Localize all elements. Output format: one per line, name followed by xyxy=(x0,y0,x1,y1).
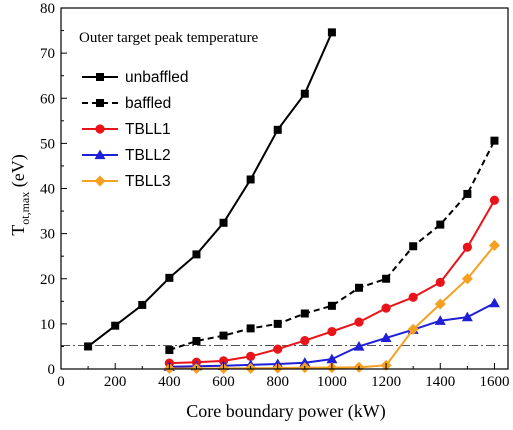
data-point-baffled xyxy=(246,324,255,333)
data-point-baffled xyxy=(463,189,472,198)
x-tick-label: 600 xyxy=(212,374,235,390)
data-point-baffled xyxy=(273,319,282,328)
y-tick-label: 80 xyxy=(40,1,55,17)
chart-marks xyxy=(61,28,508,375)
legend-marker xyxy=(95,124,105,134)
annotation-text: Outer target peak temperature xyxy=(79,30,259,46)
data-point-TBLL1 xyxy=(435,277,445,287)
legend-label: unbaffled xyxy=(125,69,189,86)
data-point-TBLL1 xyxy=(354,317,364,327)
data-point-TBLL1 xyxy=(408,292,418,302)
data-point-unbaffled xyxy=(327,28,336,37)
legend-item-TBLL3: TBLL3 xyxy=(82,173,171,190)
x-tick-label: 400 xyxy=(158,374,181,390)
series-line-unbaffled xyxy=(87,31,333,348)
data-point-baffled xyxy=(165,346,174,355)
x-tick-label: 1400 xyxy=(425,374,455,390)
x-axis-title: Core boundary power (kW) xyxy=(186,401,385,422)
data-point-TBLL3 xyxy=(407,323,419,335)
data-point-baffled xyxy=(192,337,201,346)
chart-axes: 0 200 400 600 800 1000 1200 1400 1600 0 10 20 30 40 50… xyxy=(40,1,509,390)
data-point-baffled xyxy=(355,283,363,292)
y-axis-title-sub: ot,max xyxy=(18,192,32,225)
legend-label: TBLL2 xyxy=(125,147,171,164)
y-tick-label: 0 xyxy=(48,362,56,378)
x-tick-label: 800 xyxy=(266,374,289,390)
y-tick-label: 10 xyxy=(40,317,55,333)
series-unbaffled xyxy=(84,28,336,351)
data-point-TBLL1 xyxy=(246,351,256,361)
series-baffled xyxy=(165,136,499,355)
data-point-TBLL1 xyxy=(300,335,310,346)
data-point-TBLL2 xyxy=(353,340,365,351)
legend-marker xyxy=(94,149,106,160)
data-point-TBLL1 xyxy=(489,195,500,205)
data-point-TBLL1 xyxy=(381,303,391,313)
data-point-TBLL1 xyxy=(327,326,337,337)
legend-item-TBLL2: TBLL2 xyxy=(82,147,171,164)
y-axis-title-main: T xyxy=(8,225,28,236)
legend-marker xyxy=(96,73,104,81)
y-tick-label: 50 xyxy=(40,136,55,152)
y-axis-title-unit: (eV) xyxy=(8,154,29,191)
data-point-TBLL1 xyxy=(462,242,472,252)
data-point-TBLL2 xyxy=(488,297,500,308)
data-point-baffled xyxy=(327,301,336,310)
series-line-TBLL1 xyxy=(169,199,496,365)
legend-marker xyxy=(94,175,106,187)
data-point-TBLL2 xyxy=(461,311,473,322)
y-tick-label: 60 xyxy=(40,91,55,107)
y-tick-label: 70 xyxy=(40,46,55,62)
data-point-baffled xyxy=(409,242,418,251)
data-point-unbaffled xyxy=(84,342,93,351)
y-axis-title: Tot,max (eV) xyxy=(8,154,32,235)
y-tick-label: 20 xyxy=(40,272,55,288)
x-tick-label: 1600 xyxy=(479,374,509,390)
data-point-TBLL2 xyxy=(326,353,338,364)
data-point-unbaffled xyxy=(138,300,147,309)
legend-item-TBLL1: TBLL1 xyxy=(82,121,171,138)
data-point-TBLL2 xyxy=(299,357,311,367)
x-tick-label: 200 xyxy=(104,374,127,390)
data-point-unbaffled xyxy=(165,273,174,282)
data-point-baffled xyxy=(490,136,499,145)
data-point-TBLL3 xyxy=(461,273,473,285)
data-point-unbaffled xyxy=(192,250,201,259)
data-point-TBLL3 xyxy=(488,239,500,251)
data-point-unbaffled xyxy=(300,89,309,98)
y-tick-label: 30 xyxy=(40,227,55,243)
x-tick-label: 1200 xyxy=(371,374,401,390)
data-point-baffled xyxy=(436,220,445,229)
legend-marker xyxy=(96,99,104,107)
legend-item-baffled: baffled xyxy=(82,95,171,112)
x-tick-label: 0 xyxy=(57,374,65,390)
data-point-unbaffled xyxy=(246,175,255,184)
series-line-baffled xyxy=(169,140,496,351)
data-point-TBLL2 xyxy=(434,315,446,325)
legend-label: TBLL1 xyxy=(125,121,171,138)
data-point-TBLL2 xyxy=(380,332,392,342)
data-point-unbaffled xyxy=(111,321,120,330)
y-tick-label: 40 xyxy=(40,182,55,198)
data-point-baffled xyxy=(300,309,309,318)
data-point-unbaffled xyxy=(273,125,282,134)
data-point-baffled xyxy=(219,331,228,340)
series-TBLL1 xyxy=(164,195,500,368)
legend-label: TBLL3 xyxy=(125,173,171,190)
data-point-baffled xyxy=(382,274,391,283)
x-tick-label: 1000 xyxy=(317,374,347,390)
legend-label: baffled xyxy=(125,95,171,112)
data-point-TBLL1 xyxy=(273,344,283,354)
legend-item-unbaffled: unbaffled xyxy=(82,69,189,86)
data-point-TBLL3 xyxy=(434,298,446,310)
data-point-unbaffled xyxy=(219,218,228,227)
legend: unbaffled baffled TBLL1 TBLL2 TBLL3 xyxy=(82,69,189,190)
